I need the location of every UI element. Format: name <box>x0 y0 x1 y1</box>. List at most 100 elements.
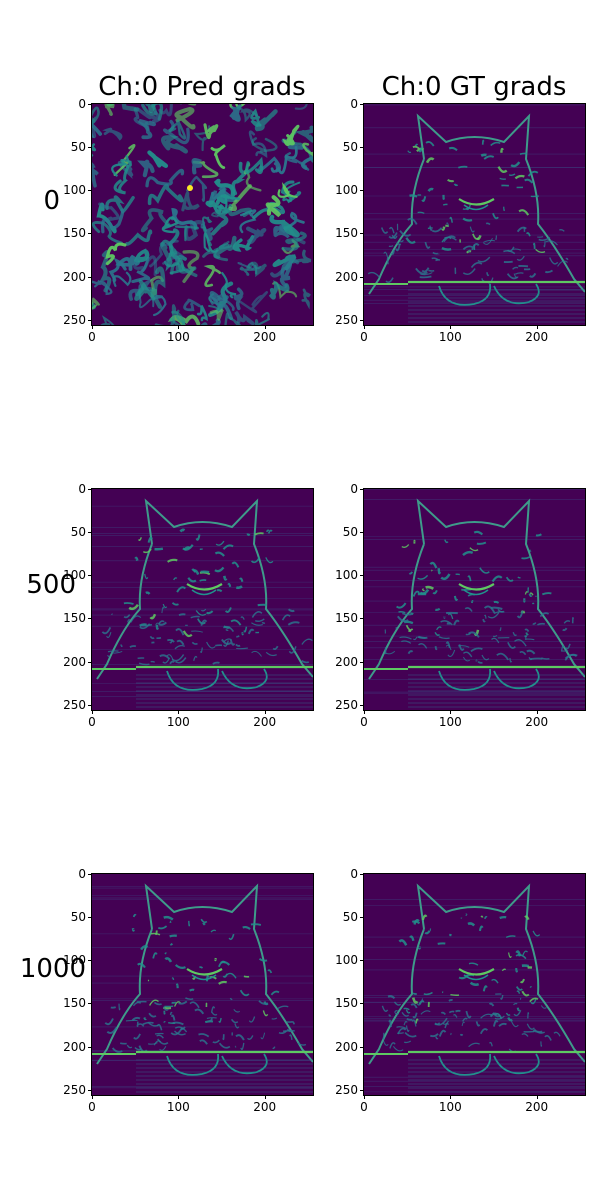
y-tick-mark <box>360 104 364 105</box>
x-tick-mark <box>178 1095 180 1099</box>
x-tick-mark <box>178 325 180 329</box>
cat-edge-map <box>92 883 313 1093</box>
x-tick-mark <box>92 325 93 329</box>
x-tick-label: 0 <box>360 1100 368 1114</box>
y-tick-mark <box>88 575 92 577</box>
cat-edge-map <box>364 489 585 708</box>
y-tick-mark <box>88 319 92 321</box>
y-tick-label: 50 <box>70 140 86 155</box>
y-tick-mark <box>88 1046 92 1048</box>
y-tick-label: 0 <box>78 867 86 881</box>
gradient-image <box>91 873 314 1096</box>
y-tick-mark <box>360 1089 364 1091</box>
y-tick-mark <box>88 233 92 235</box>
x-tick-mark <box>536 325 538 329</box>
y-tick-label: 150 <box>63 226 86 241</box>
x-tick-label: 100 <box>166 1100 190 1114</box>
y-tick-mark <box>360 661 364 663</box>
y-tick-label: 200 <box>335 269 358 284</box>
x-tick-label: 200 <box>525 715 549 729</box>
y-tick-mark <box>88 190 92 192</box>
gradient-image <box>91 103 314 326</box>
y-tick-mark <box>88 489 92 490</box>
y-tick-mark <box>360 276 364 278</box>
y-tick-label: 100 <box>335 953 358 968</box>
y-tick-label: 0 <box>350 482 358 496</box>
y-tick-mark <box>88 874 92 875</box>
y-tick-label: 150 <box>335 611 358 626</box>
y-tick-mark <box>88 104 92 105</box>
y-tick-label: 50 <box>342 525 358 540</box>
y-tick-label: 0 <box>78 97 86 111</box>
x-tick-label: 0 <box>88 330 96 344</box>
gradient-image <box>363 103 586 326</box>
y-tick-mark <box>360 1003 364 1005</box>
x-tick-label: 0 <box>360 330 368 344</box>
y-tick-label: 250 <box>63 1082 86 1097</box>
x-tick-label: 200 <box>525 330 549 344</box>
cat-edge-map <box>364 883 585 1093</box>
y-tick-label: 150 <box>63 996 86 1011</box>
x-tick-mark <box>536 1095 538 1099</box>
y-tick-mark <box>88 276 92 278</box>
x-tick-label: 0 <box>88 715 96 729</box>
x-tick-mark <box>92 710 93 714</box>
y-tick-mark <box>360 233 364 235</box>
row-label-0: 0 <box>43 186 60 216</box>
y-tick-mark <box>360 618 364 620</box>
gradient-image <box>91 488 314 711</box>
column-title-gt: Ch:0 GT grads <box>381 72 567 102</box>
x-tick-label: 200 <box>525 1100 549 1114</box>
y-tick-label: 250 <box>335 312 358 327</box>
y-tick-mark <box>88 532 92 534</box>
y-tick-mark <box>360 319 364 321</box>
y-tick-label: 150 <box>63 611 86 626</box>
x-tick-label: 0 <box>360 715 368 729</box>
x-tick-mark <box>264 325 266 329</box>
y-tick-label: 100 <box>335 183 358 198</box>
x-tick-label: 100 <box>438 330 462 344</box>
y-tick-label: 0 <box>350 97 358 111</box>
panel-row-1000-gt: 0 50 100 150 200 250 0 100 200 <box>335 867 586 1114</box>
y-tick-mark <box>88 618 92 620</box>
panel-row-0-pred: 0 50 100 150 200 250 0 100 200 <box>63 97 314 344</box>
y-tick-label: 200 <box>63 1039 86 1054</box>
x-tick-label: 200 <box>253 330 277 344</box>
y-tick-mark <box>360 1046 364 1048</box>
y-tick-label: 100 <box>63 568 86 583</box>
gradient-image <box>363 873 586 1096</box>
x-tick-label: 200 <box>253 1100 277 1114</box>
x-tick-label: 100 <box>438 715 462 729</box>
y-tick-label: 250 <box>63 697 86 712</box>
row-label-1000: 1000 <box>19 954 86 984</box>
y-tick-label: 250 <box>335 697 358 712</box>
y-tick-mark <box>88 1089 92 1091</box>
y-tick-label: 0 <box>78 482 86 496</box>
x-tick-mark <box>536 710 538 714</box>
x-tick-label: 100 <box>166 330 190 344</box>
y-tick-label: 250 <box>63 312 86 327</box>
x-tick-mark <box>364 325 365 329</box>
y-tick-label: 250 <box>335 1082 358 1097</box>
y-tick-mark <box>360 960 364 962</box>
y-tick-mark <box>88 1003 92 1005</box>
y-tick-mark <box>88 960 92 962</box>
x-tick-label: 0 <box>88 1100 96 1114</box>
cat-edge-map <box>364 104 585 323</box>
x-tick-mark <box>264 1095 266 1099</box>
x-tick-mark <box>450 710 452 714</box>
cat-edge-map <box>92 498 313 708</box>
y-tick-label: 50 <box>70 525 86 540</box>
x-tick-mark <box>450 1095 452 1099</box>
y-tick-label: 200 <box>63 654 86 669</box>
row-label-500: 500 <box>26 570 76 600</box>
y-tick-label: 150 <box>335 996 358 1011</box>
panel-row-0-gt: 0 50 100 150 200 250 0 100 200 <box>335 97 586 344</box>
gradient-image <box>363 488 586 711</box>
panel-row-1000-pred: 0 50 100 150 200 250 0 100 200 <box>63 867 314 1114</box>
y-tick-mark <box>360 532 364 534</box>
panel-row-500-pred: 0 50 100 150 200 250 0 100 200 <box>63 482 314 729</box>
y-tick-mark <box>360 575 364 577</box>
y-tick-mark <box>360 704 364 706</box>
noise-texture <box>92 104 313 325</box>
